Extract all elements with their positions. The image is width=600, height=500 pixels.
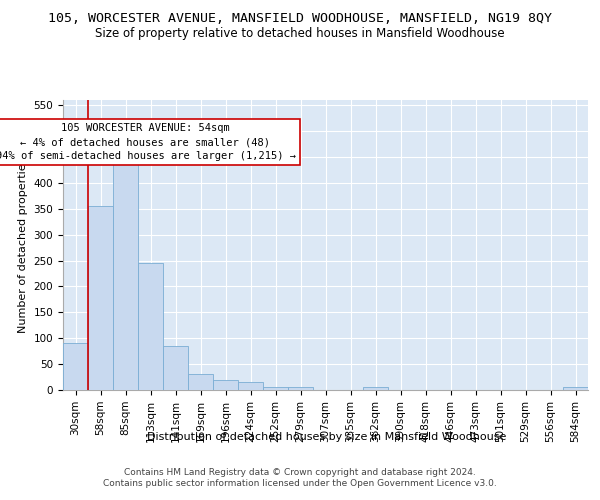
Bar: [63, 344, 88, 390]
Bar: [288, 388, 313, 390]
Bar: [363, 388, 388, 390]
Bar: [113, 146, 138, 390]
Text: 105 WORCESTER AVENUE: 54sqm
← 4% of detached houses are smaller (48)
94% of semi: 105 WORCESTER AVENUE: 54sqm ← 4% of deta…: [0, 124, 296, 162]
Bar: [263, 388, 288, 390]
Text: 105, WORCESTER AVENUE, MANSFIELD WOODHOUSE, MANSFIELD, NG19 8QY: 105, WORCESTER AVENUE, MANSFIELD WOODHOU…: [48, 12, 552, 26]
Bar: [188, 374, 213, 390]
Bar: [238, 382, 263, 390]
Bar: [88, 206, 113, 390]
Bar: [213, 380, 238, 390]
Y-axis label: Number of detached properties: Number of detached properties: [18, 158, 28, 332]
Text: Size of property relative to detached houses in Mansfield Woodhouse: Size of property relative to detached ho…: [95, 28, 505, 40]
Text: Distribution of detached houses by size in Mansfield Woodhouse: Distribution of detached houses by size …: [148, 432, 506, 442]
Bar: [163, 346, 188, 390]
Bar: [138, 263, 163, 390]
Text: Contains HM Land Registry data © Crown copyright and database right 2024.
Contai: Contains HM Land Registry data © Crown c…: [103, 468, 497, 487]
Bar: [563, 388, 588, 390]
